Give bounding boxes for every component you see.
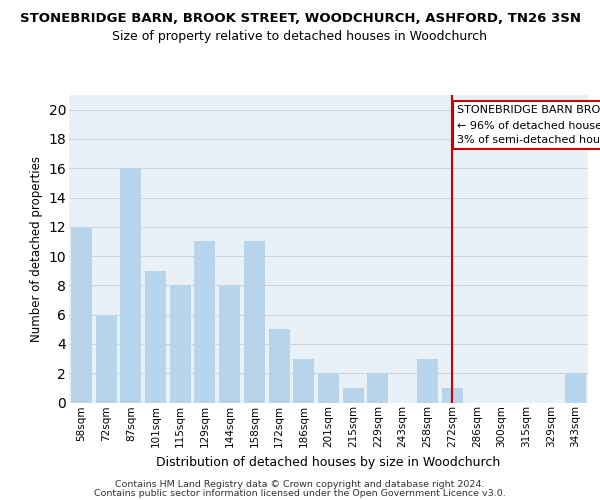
Bar (120, 168, 141, 402)
Bar (219, 286, 240, 403)
Bar (417, 358, 438, 403)
Bar (565, 373, 586, 402)
X-axis label: Distribution of detached houses by size in Woodchurch: Distribution of detached houses by size … (157, 456, 500, 468)
Bar (269, 330, 290, 402)
Bar (194, 242, 215, 402)
Text: Contains HM Land Registry data © Crown copyright and database right 2024.: Contains HM Land Registry data © Crown c… (115, 480, 485, 489)
Text: STONEBRIDGE BARN, BROOK STREET, WOODCHURCH, ASHFORD, TN26 3SN: STONEBRIDGE BARN, BROOK STREET, WOODCHUR… (19, 12, 581, 26)
Bar (244, 242, 265, 402)
Text: STONEBRIDGE BARN BROOK STREET: 268sqm
← 96% of detached houses are smaller (95)
: STONEBRIDGE BARN BROOK STREET: 268sqm ← … (457, 106, 600, 145)
Text: Contains public sector information licensed under the Open Government Licence v3: Contains public sector information licen… (94, 488, 506, 498)
Bar (145, 270, 166, 402)
Bar (170, 286, 191, 403)
Bar (318, 373, 339, 402)
Bar (293, 358, 314, 403)
Bar (71, 227, 92, 402)
Text: Size of property relative to detached houses in Woodchurch: Size of property relative to detached ho… (113, 30, 487, 43)
Bar (367, 373, 388, 402)
Bar (442, 388, 463, 402)
Bar (343, 388, 364, 402)
Bar (95, 314, 116, 402)
Y-axis label: Number of detached properties: Number of detached properties (30, 156, 43, 342)
